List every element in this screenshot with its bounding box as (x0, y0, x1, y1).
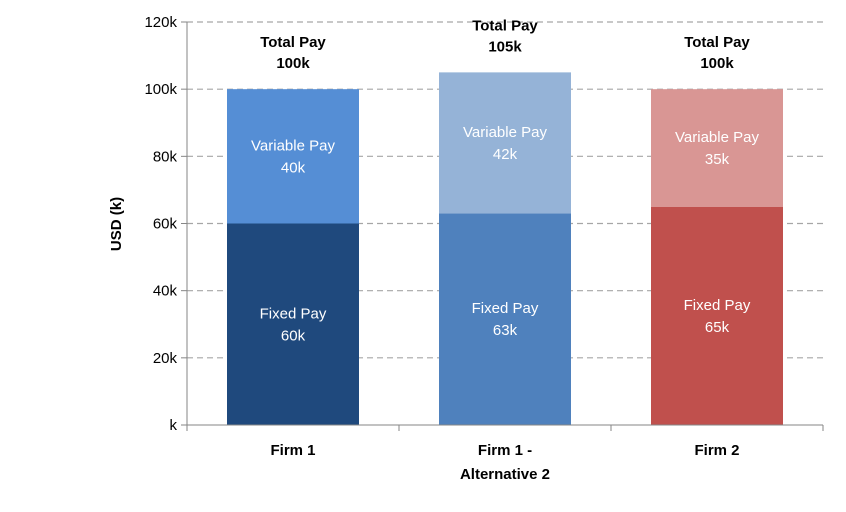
y-tick-label: 120k (144, 14, 177, 31)
y-tick-label: 100k (144, 81, 177, 98)
segment-data-label: Fixed Pay (260, 305, 327, 322)
segment-data-label: 35k (705, 151, 730, 168)
x-category-label: Alternative 2 (460, 466, 550, 483)
y-tick-label: 20k (153, 350, 178, 367)
x-category-label: Firm 1 - (478, 442, 532, 459)
bar-segment-variable (651, 89, 783, 207)
segment-data-label: Variable Pay (463, 124, 547, 141)
bar-segment-variable (227, 89, 359, 224)
total-data-label: Total Pay (472, 17, 538, 34)
bar-segment-fixed (651, 206, 783, 425)
axes (181, 21, 824, 431)
segment-data-label: Fixed Pay (684, 297, 751, 314)
segment-data-label: 60k (281, 327, 306, 344)
segment-data-label: 65k (705, 319, 730, 336)
total-data-label: 105k (488, 38, 522, 55)
bar-segment-variable (439, 72, 571, 214)
total-data-label: 100k (276, 55, 310, 72)
bars (227, 72, 783, 425)
segment-data-label: Variable Pay (675, 129, 759, 146)
labels: k 20k 40k 60k 80k 100k 120k Fixed Pay 60k Variabl… (144, 14, 759, 483)
segment-data-label: 42k (493, 146, 518, 163)
total-data-label: 100k (700, 55, 734, 72)
bar-segment-fixed (227, 223, 359, 425)
segment-data-label: Variable Pay (251, 137, 335, 154)
segment-data-label: 40k (281, 159, 306, 176)
total-data-label: Total Pay (684, 34, 750, 51)
x-category-label: Firm 1 (270, 442, 315, 459)
x-category-label: Firm 2 (694, 442, 739, 459)
total-data-label: Total Pay (260, 34, 326, 51)
y-tick-label: k (170, 417, 178, 434)
segment-data-label: Fixed Pay (472, 300, 539, 317)
bar-segment-fixed (439, 213, 571, 425)
y-tick-label: 40k (153, 283, 178, 300)
segment-data-label: 63k (493, 322, 518, 339)
y-axis-label: USD (k) (108, 197, 125, 251)
y-tick-label: 60k (153, 216, 178, 233)
y-tick-label: 80k (153, 148, 178, 165)
